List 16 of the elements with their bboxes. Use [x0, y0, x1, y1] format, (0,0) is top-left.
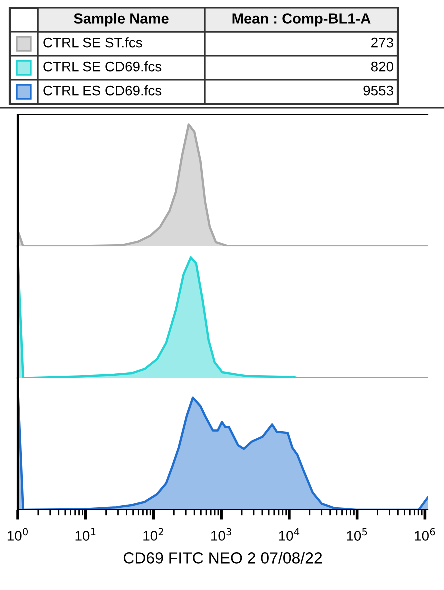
x-axis-title: CD69 FITC NEO 2 07/08/22 — [124, 552, 322, 564]
text: 820 — [371, 62, 394, 72]
x-tick-label: 10$^{4}$ — [279, 528, 300, 541]
legend-label: CTRL SE CD69.fcs — [44, 62, 162, 72]
x-tick-label: 10$^{1}$ — [76, 528, 96, 541]
text: 273 — [372, 38, 394, 48]
x-tick-label: 10$^{6}$ — [415, 528, 436, 541]
legend-label: CTRL SE ST.fcs — [44, 38, 142, 48]
legend-title: Sample Name — [74, 13, 169, 27]
legend-label: CTRL ES CD69.fcs — [44, 86, 162, 96]
x-tick-label: 10$^{0}$ — [8, 528, 28, 541]
text: 9553 — [364, 86, 394, 96]
x-tick-label: 10$^{2}$ — [144, 528, 164, 541]
text: Mean : Comp-BL1-A — [232, 14, 371, 27]
x-tick-label: 10$^{3}$ — [212, 528, 232, 541]
x-tick-label: 10$^{5}$ — [347, 528, 368, 541]
